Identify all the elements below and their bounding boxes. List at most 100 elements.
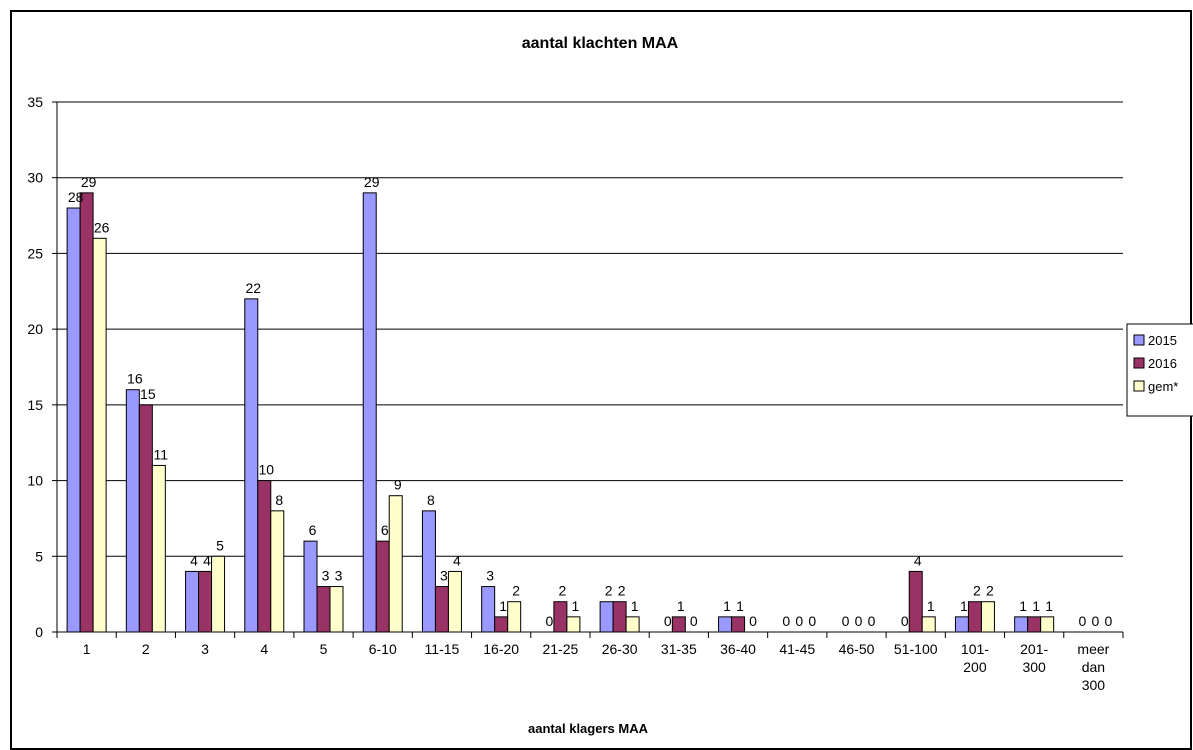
x-tick-label: 41-45 — [779, 641, 815, 657]
x-tick-label-line: 21-25 — [542, 641, 578, 657]
x-tick-label: 101- 200 — [961, 641, 989, 675]
data-label: 22 — [245, 280, 261, 296]
x-tick-label: 51-100 — [894, 641, 938, 657]
x-tick-label-line: 41-45 — [779, 641, 815, 657]
x-tick-label: meer dan 300 — [1077, 641, 1109, 693]
bar-2016-11 — [731, 616, 746, 633]
data-label: 1 — [1032, 598, 1040, 614]
x-tick-label: 16-20 — [483, 641, 519, 657]
data-label: 29 — [81, 174, 97, 190]
x-tick-label-line: 31-35 — [661, 641, 697, 657]
bar-2015-4 — [303, 540, 318, 633]
data-label: 11 — [154, 446, 169, 462]
bar-gem-7 — [507, 601, 522, 633]
x-tick-label: 5 — [320, 641, 328, 657]
x-tick-label-line: 51-100 — [894, 641, 938, 657]
bar-gem-3 — [270, 510, 285, 633]
data-label: 0 — [842, 613, 850, 629]
bars — [66, 192, 1055, 633]
bar-gem-5 — [388, 495, 403, 633]
data-label: 2 — [973, 583, 981, 599]
bar-gem-1 — [151, 464, 166, 633]
data-label: 8 — [275, 492, 283, 508]
bar-gem-15 — [980, 601, 995, 633]
data-label: 8 — [427, 492, 435, 508]
bar-2015-7 — [481, 586, 496, 633]
data-label: 4 — [190, 552, 198, 568]
data-label: 0 — [664, 613, 672, 629]
bar-gem-8 — [566, 616, 581, 633]
data-label: 0 — [1091, 613, 1099, 629]
bar-2016-7 — [494, 616, 509, 633]
data-label: 0 — [749, 613, 757, 629]
data-label: 29 — [364, 174, 380, 190]
data-label: 3 — [486, 568, 494, 584]
y-tick-label: 35 — [27, 94, 43, 110]
legend-swatch — [1133, 380, 1145, 392]
chart-title: aantal klachten MAA — [522, 35, 679, 52]
x-tick-label: 26-30 — [602, 641, 638, 657]
bar-2015-15 — [954, 616, 969, 633]
bar-2015-1 — [125, 389, 140, 633]
data-label: 1 — [1045, 598, 1053, 614]
bar-2015-2 — [185, 570, 200, 633]
x-tick-label-line: 300 — [1022, 659, 1046, 675]
y-tick-label: 30 — [27, 170, 43, 186]
data-label: 0 — [782, 613, 790, 629]
data-label: 1 — [736, 598, 744, 614]
data-label: 0 — [545, 613, 553, 629]
bar-2016-1 — [138, 404, 153, 633]
x-tick-label-line: 4 — [260, 641, 268, 657]
bar-gem-9 — [625, 616, 640, 633]
legend-label: 2015 — [1148, 333, 1177, 348]
data-label: 28 — [68, 189, 84, 205]
x-tick-label-line: 46-50 — [839, 641, 875, 657]
data-label: 2 — [512, 583, 520, 599]
bar-gem-4 — [329, 586, 344, 633]
legend-label: gem* — [1148, 379, 1178, 394]
bar-2015-6 — [421, 510, 436, 633]
x-tick-label: 11-15 — [425, 641, 460, 657]
x-axis: 1 2 3 4 5 6-10 11-15 16-20 21-25 26-30 31-35 36-40 4… — [56, 631, 1124, 693]
bar-2016-6 — [434, 586, 449, 633]
x-tick-label-line: 2 — [142, 641, 150, 657]
x-tick-label: 1 — [83, 641, 91, 657]
data-label: 0 — [808, 613, 816, 629]
data-label: 0 — [855, 613, 863, 629]
x-tick-label: 3 — [201, 641, 209, 657]
y-tick-label: 5 — [35, 548, 43, 564]
x-tick-label-line: 11-15 — [425, 641, 460, 657]
bar-2016-0 — [79, 192, 94, 633]
data-label: 9 — [394, 477, 402, 493]
bar-2015-3 — [244, 298, 259, 633]
data-label: 1 — [677, 598, 685, 614]
data-label: 1 — [499, 598, 507, 614]
data-label: 2 — [986, 583, 994, 599]
x-axis-title: aantal klagers MAA — [528, 721, 649, 736]
y-tick-label: 15 — [27, 397, 43, 413]
data-label: 3 — [322, 568, 330, 584]
legend-label: 2016 — [1148, 356, 1177, 371]
bar-2015-0 — [66, 207, 81, 633]
data-label: 15 — [140, 386, 156, 402]
data-label: 1 — [1019, 598, 1027, 614]
data-label: 4 — [453, 552, 461, 568]
x-tick-label-line: 36-40 — [720, 641, 756, 657]
x-tick-label-line: 26-30 — [602, 641, 638, 657]
legend-swatch — [1133, 334, 1145, 346]
x-tick-label-line: 3 — [201, 641, 209, 657]
x-tick-label-line: 1 — [83, 641, 91, 657]
x-tick-label: 46-50 — [839, 641, 875, 657]
data-label: 0 — [1078, 613, 1086, 629]
data-label: 3 — [335, 568, 343, 584]
data-label: 0 — [868, 613, 876, 629]
y-tick-label: 10 — [27, 473, 43, 489]
bar-2016-2 — [198, 570, 213, 633]
bar-2016-10 — [671, 616, 686, 633]
data-label: 2 — [618, 583, 626, 599]
x-tick-label-line: 101- — [961, 641, 989, 657]
bar-gem-16 — [1040, 616, 1055, 633]
x-tick-label: 201- 300 — [1020, 641, 1048, 675]
x-tick-label-line: meer — [1077, 641, 1109, 657]
data-label: 1 — [960, 598, 968, 614]
